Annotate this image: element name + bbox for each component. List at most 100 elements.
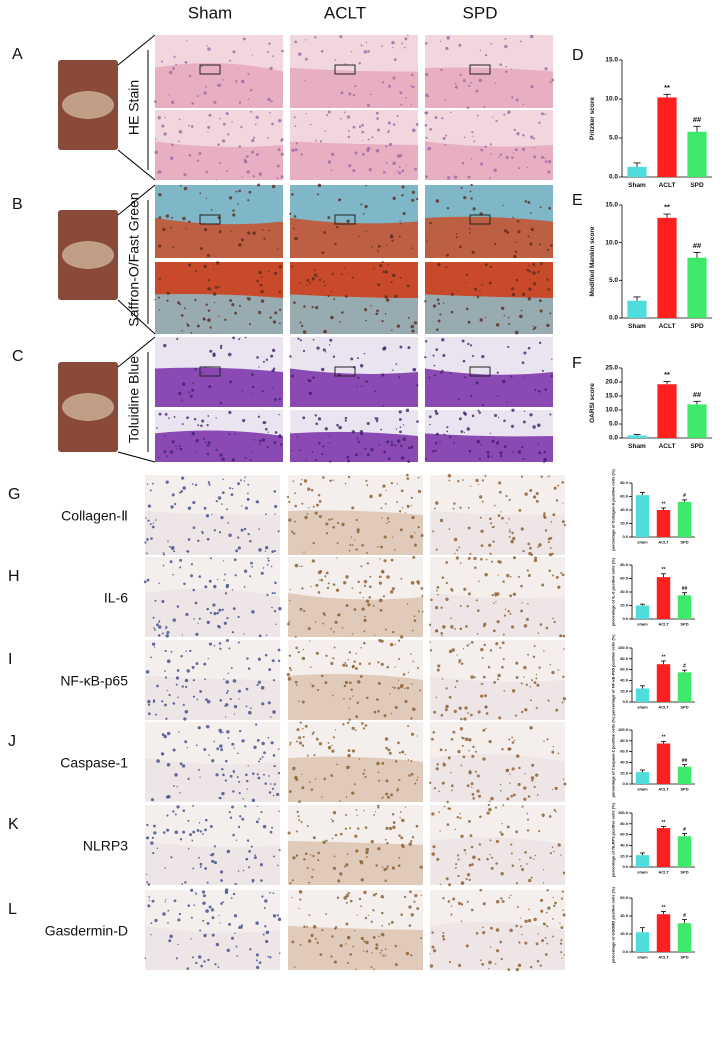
cell [481,479,485,482]
cell [257,183,261,187]
cell [274,513,276,515]
cell [172,618,176,622]
cell [540,155,544,159]
cell [176,669,180,672]
cell [485,263,488,266]
cell [192,526,196,530]
cell [360,936,364,941]
cell [358,235,360,238]
cell [489,649,493,652]
cell [407,759,410,761]
cell [277,864,279,867]
cell [385,161,388,164]
cell [532,495,537,499]
cell [446,800,449,804]
x-tick-label: SPD [680,704,688,709]
cell [436,298,440,302]
cell [170,650,173,653]
cell [309,683,312,685]
cell [362,152,364,155]
cell [451,648,456,652]
cell [320,367,325,372]
cell [311,684,315,688]
cell [240,238,244,242]
y-tick-label: 0.0 [622,534,628,539]
cell [158,582,160,585]
x-tick-label: ACLT [659,182,676,189]
bar [627,300,647,318]
y-tick-label: 60.0 [620,895,629,900]
cell [235,945,238,948]
cell [299,339,302,342]
cell [224,716,227,718]
cell [356,385,358,388]
cell [548,569,552,573]
cell [325,913,327,916]
cell [179,566,182,569]
cell [385,867,388,870]
cell [489,839,492,842]
y-axis-label: percentage of GSDMD positive cells (%) [611,886,616,962]
cell [328,442,331,444]
cell [445,46,449,51]
cell [530,135,534,139]
cell [304,57,308,61]
cell [512,536,516,541]
cell [534,854,537,857]
cell [381,761,385,765]
cell [470,675,474,679]
cell [154,100,157,104]
cell [329,338,333,342]
cell [234,311,238,315]
cell [353,660,356,663]
cell [315,139,317,142]
cell [303,479,308,483]
cell [397,787,399,789]
cell [346,765,350,770]
cell [261,276,263,278]
cell [349,697,351,700]
cell [330,479,333,482]
cell [344,295,348,298]
cell [511,741,515,744]
cell [276,248,279,250]
cell [226,170,229,173]
cell [246,657,249,660]
cell [150,798,155,802]
cell [179,791,181,794]
cell [459,727,464,731]
cell [489,432,491,435]
cell [508,738,511,741]
cell [507,968,511,971]
cell [506,401,508,403]
cell [332,694,334,697]
cell [411,329,415,333]
cell [440,606,443,609]
cell [430,737,434,741]
cell [455,680,459,683]
cell [394,705,398,709]
cell [563,954,566,956]
cell [147,712,151,716]
cell [345,863,349,867]
cell [400,222,402,225]
cell [244,476,246,479]
cell [530,776,535,780]
cell [509,928,513,933]
cell [233,713,236,715]
cell [500,872,504,876]
cell [450,111,452,114]
cell [527,653,529,656]
cell [202,894,206,898]
cell [268,42,271,45]
cell [228,196,233,200]
cell [537,442,540,445]
panel-letter: B [12,196,23,213]
cell [158,621,160,623]
cell [520,710,524,714]
cell [235,883,238,885]
cell [293,116,296,119]
tissue-band [430,837,565,885]
cell [204,585,208,589]
cell [405,473,409,477]
